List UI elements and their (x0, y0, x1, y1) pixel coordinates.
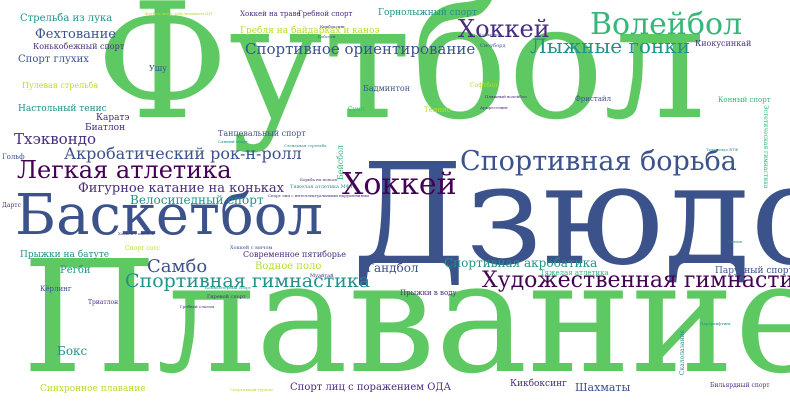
word-powerlifting: Пауэрлифтинг (700, 321, 732, 326)
word-table-tennis: Настольный тенис (18, 104, 107, 114)
word-tiny-2: Тяжелая атлетика МФТ (290, 184, 354, 190)
word-tiny-16: Бобслей (318, 34, 336, 39)
word-diving: Прыжки в воду (400, 289, 457, 297)
word-bullet-shooting: Пулевая стрельба (22, 81, 99, 90)
word-swimming: Плавание (22, 227, 790, 405)
word-figure-skating: Фигурное катание на коньках (78, 181, 284, 196)
word-athletics: Легкая атлетика (17, 156, 232, 184)
word-football: Футбол (96, 0, 706, 155)
word-trampoline: Прыжки на батуте (20, 250, 110, 260)
word-cycling: Велосипедный спорт (130, 193, 264, 207)
word-wushu: Ушу (149, 64, 167, 73)
word-tiny-7: Сквош (728, 239, 742, 244)
word-snowboard: Сноуборд (480, 43, 506, 49)
word-synchro-swimming: Синхронное плавание (40, 384, 146, 394)
word-orienteering: Спортивное ориентирование (245, 40, 476, 58)
word-rhythmic-gymnastics: Художественная гимнастика (482, 268, 790, 293)
word-kyokushin: Киокусинкай (695, 39, 752, 48)
word-tiny-14: Армрестлинг (480, 105, 509, 110)
word-baseball: Бейсбол (336, 145, 345, 181)
word-judo: Дзюдо (352, 134, 790, 297)
word-sport-acrobatics: Спортивная акробатика (444, 256, 598, 270)
word-dance-sport: Танцевальный спорт (218, 129, 306, 138)
word-biathlon: Биатлон (85, 123, 126, 133)
word-tennis: Теннис (424, 106, 451, 114)
word-bandy-small: Хоккей с шайбой (118, 231, 155, 236)
word-modern-pentathlon: Современное пятиборье (243, 250, 346, 259)
word-canoe: Гребля на байдарках и каноэ (240, 26, 380, 36)
word-taekwondo: Тхэквондо (14, 130, 96, 148)
word-archery: Стрельба из лука (20, 13, 113, 24)
word-curling: Кёрлинг (40, 285, 72, 293)
word-tiny-1: Спорт лиц с интеллектуальными нарушениям… (268, 193, 369, 198)
word-tiny-12: Санный спорт (218, 139, 248, 144)
word-hockey: Хоккей (342, 167, 457, 202)
word-tiny-8: Стендовая стрельба (284, 143, 327, 148)
word-darts: Дартс (2, 202, 21, 209)
word-tiny-4: Муайтай (310, 273, 334, 279)
word-boxing: Бокс (57, 344, 88, 358)
word-equestrian: Конный спорт (718, 96, 771, 104)
word-kickboxing: Кикбоксинг (510, 379, 567, 389)
word-tiny-10: Футбол лиц с заболеванием ЦП (145, 11, 213, 16)
word-rugby: Регби (60, 265, 91, 276)
word-freestyle: Фристайл (575, 95, 612, 103)
word-triathlon: Триатлон (88, 299, 119, 306)
word-aesthetic-gymnastics: Эстетическая гимнастика (762, 105, 769, 189)
word-grass-hockey: Хоккей на траве (240, 10, 301, 18)
word-tiny-6: Тхэквондо ВТФ (706, 147, 739, 152)
word-speed-skating: Конькобежный спорт (33, 42, 125, 51)
word-basketball: Баскетбол (15, 183, 324, 248)
word-hockey-top: Хоккей (458, 15, 550, 43)
word-sport-stack: Спорт сотс (125, 245, 160, 252)
word-tiny-18: Компьютерный спорт (205, 285, 251, 290)
word-ice-hockey-sm: Хоккей с мячом (230, 245, 273, 251)
word-tiny-5: Гребной слалом (180, 304, 215, 309)
word-chess: Шахматы (575, 381, 631, 394)
word-rowing: Гребной спорт (298, 10, 353, 18)
word-badminton: Бадминтон (363, 84, 411, 93)
word-tiny-9: Борьба на поясах (300, 177, 337, 182)
word-deaf-sport: Спорт глухих (18, 54, 89, 65)
word-sport-oda: Спорт лиц с поражением ОДА (290, 382, 452, 393)
word-ski-racing: Лыжные гонки (530, 34, 691, 58)
word-tiny-15: Полиатлон (478, 32, 502, 37)
word-golf: Гольф (2, 153, 25, 161)
word-sport-climbing: Скалолазание (679, 330, 686, 376)
word-karate: Каратэ (96, 113, 130, 123)
word-tiny-11: Пляжный волейбол (485, 94, 527, 99)
word-softball: Софтбол (470, 82, 498, 89)
word-fencing: Фехтование (35, 27, 116, 42)
word-tiny-17: Кикбоксинг (320, 24, 346, 29)
word-tiny-3: Гиревой спорт (207, 294, 246, 300)
word-gymnastics: Спортивная гимнастика (125, 270, 371, 292)
word-water-polo: Водное поло (255, 261, 322, 272)
word-wrestling: Спортивная борьба (460, 146, 737, 177)
word-acro-rocknroll: Акробатический рок-н-ролл (64, 144, 302, 163)
word-billiards: Бильярдный спорт (710, 382, 770, 389)
word-tiny-13: Спортивный туризм (230, 387, 273, 392)
word-sambo: Самбо (147, 256, 208, 277)
word-sailing: Парусный спорт (715, 266, 790, 276)
word-volleyball: Волейбол (590, 7, 743, 42)
word-alpine-skiing: Горнолыжный спорт (378, 8, 477, 18)
word-handball: Гандбол (366, 261, 419, 275)
word-heavy-athletics: Тяжелая атлетика (540, 269, 609, 277)
word-sumo: Сумо (348, 106, 365, 113)
